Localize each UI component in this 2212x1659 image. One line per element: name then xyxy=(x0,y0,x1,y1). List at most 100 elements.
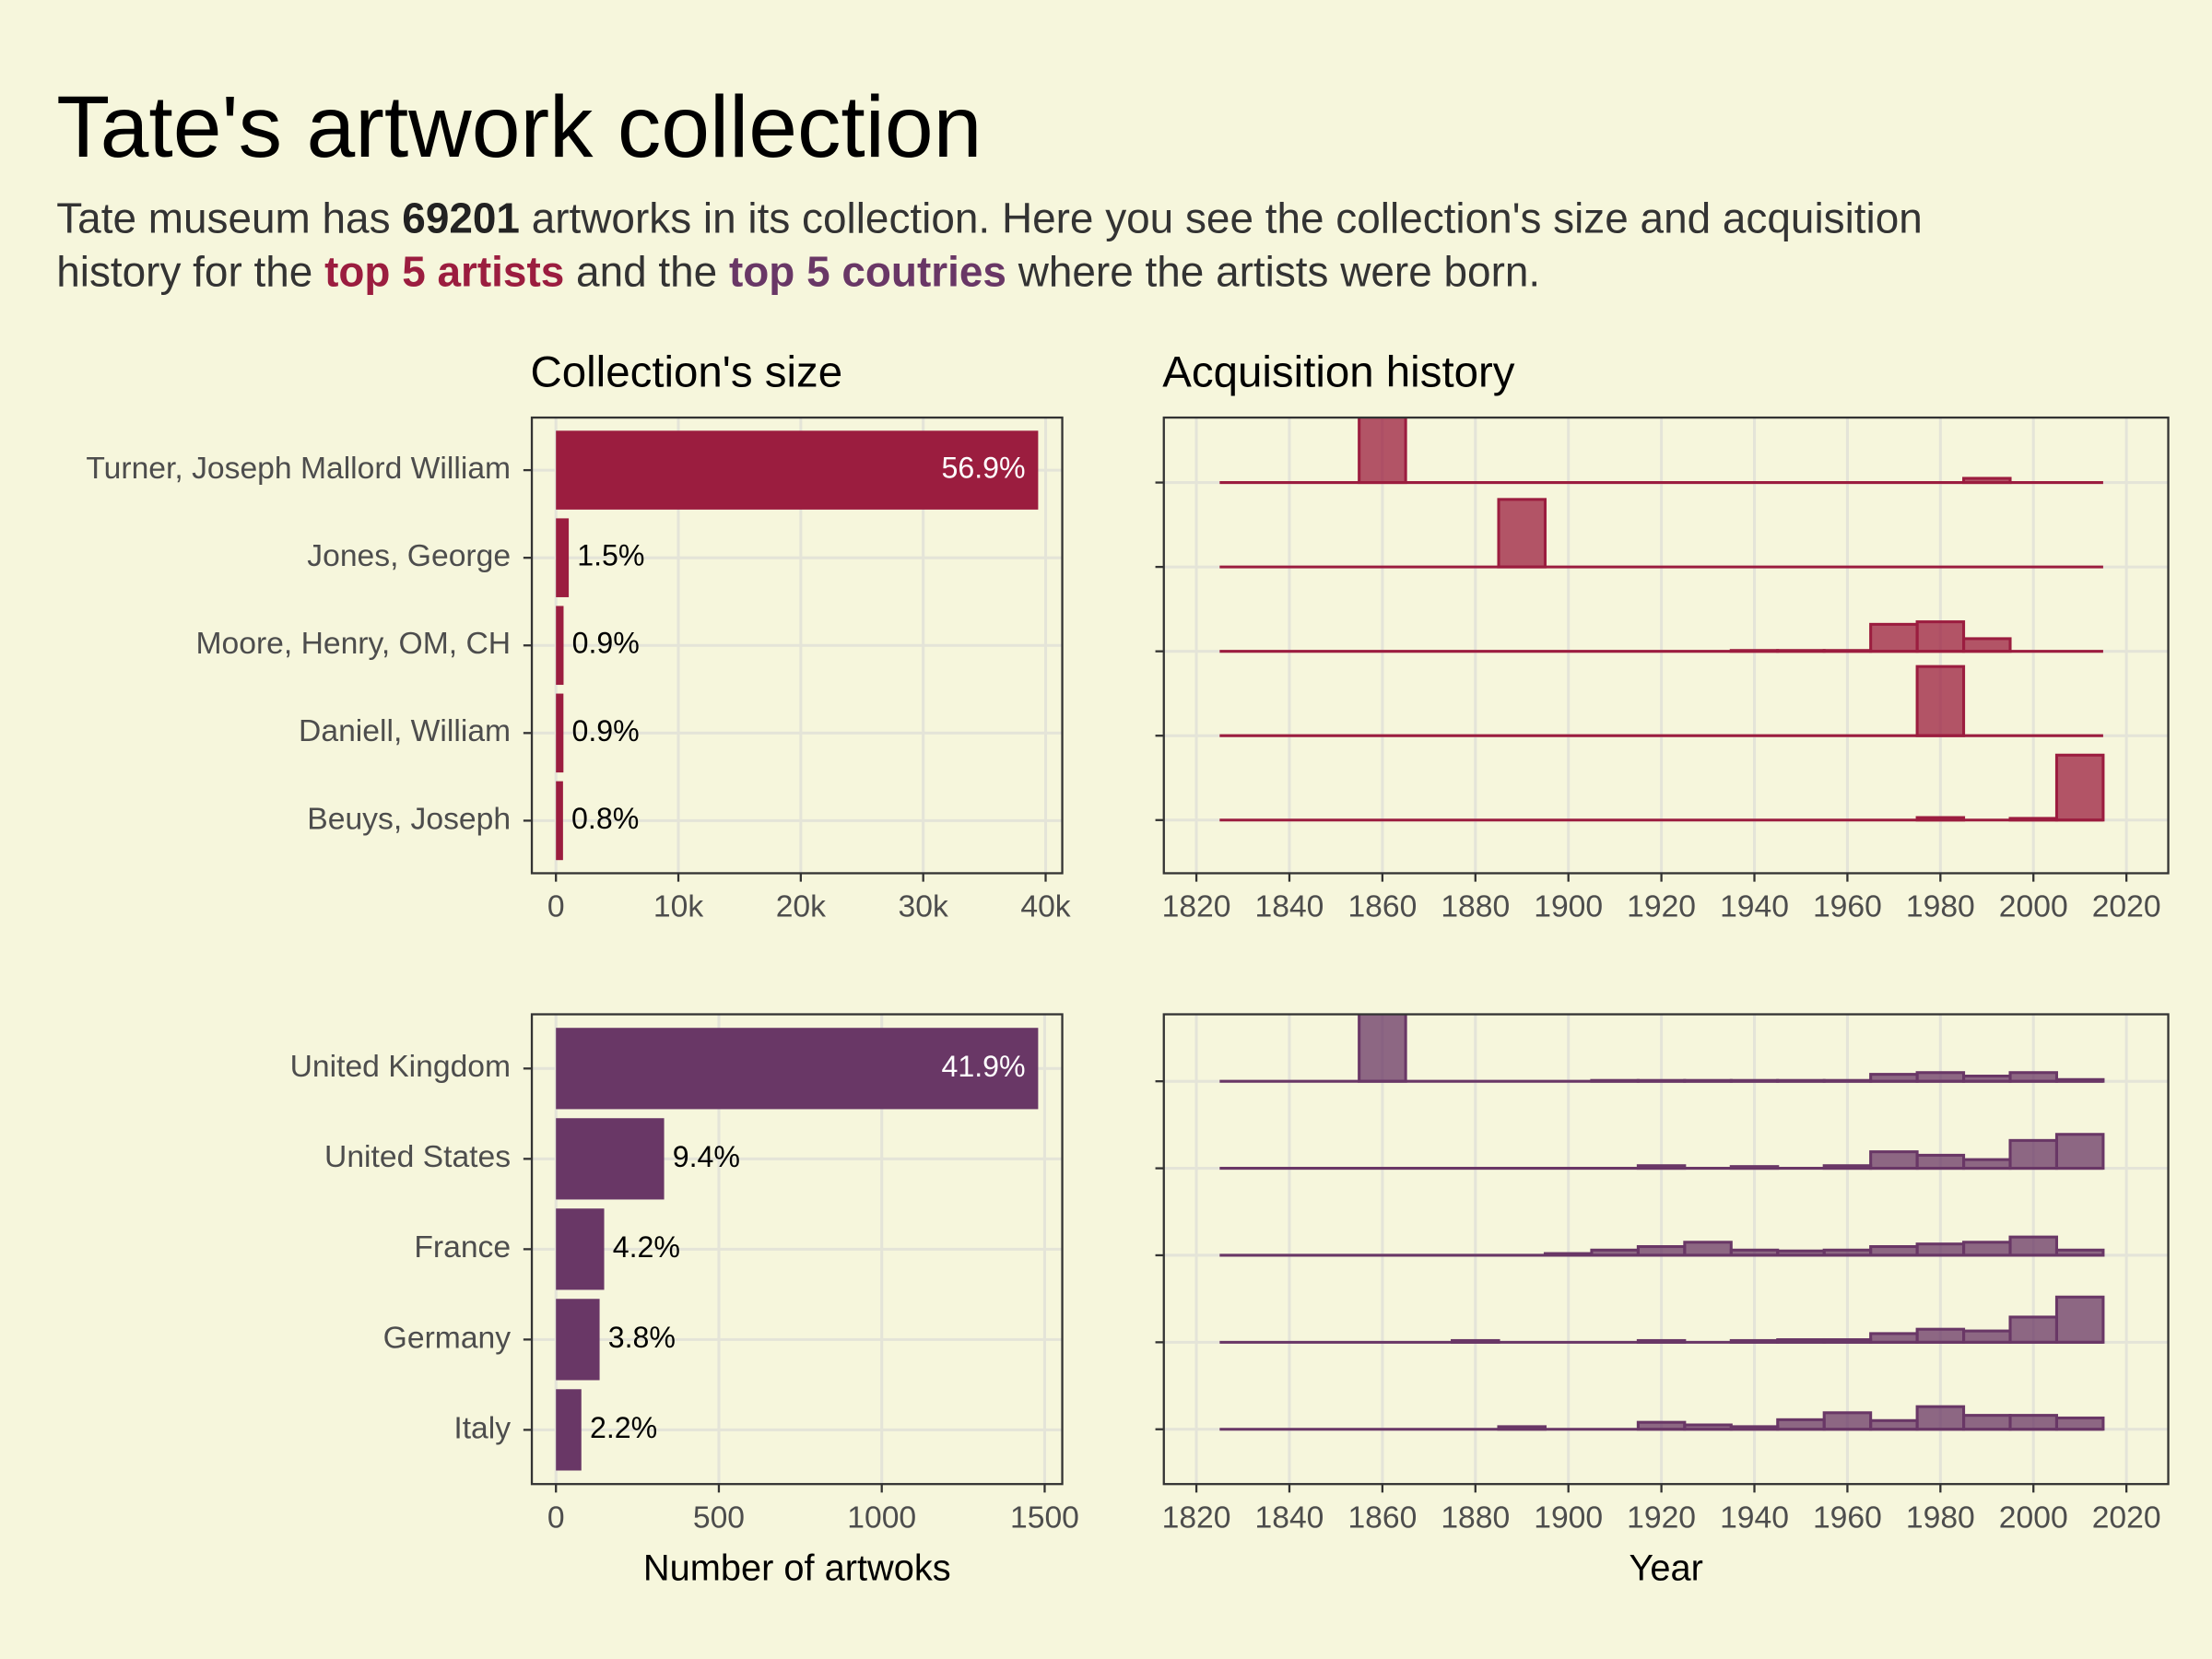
x-tick-label: 1940 xyxy=(1720,1500,1789,1535)
ridge-bin xyxy=(1729,1078,1780,1083)
x-tick-label: 1960 xyxy=(1813,890,1882,924)
ridge-bin xyxy=(1776,1418,1826,1431)
ridge-bin xyxy=(1729,649,1780,653)
ridge-bin xyxy=(1915,1153,1966,1171)
ridge-bin xyxy=(1915,816,1966,822)
subtitle-line: history for the top 5 artists and the to… xyxy=(56,248,1540,296)
bar xyxy=(556,1389,582,1471)
ridge-bin xyxy=(2054,1416,2105,1431)
x-tick-label: 1500 xyxy=(1010,1500,1079,1535)
x-tick-label: 1860 xyxy=(1347,890,1417,924)
value-label: 0.9% xyxy=(572,714,640,747)
x-tick-label: 20k xyxy=(776,890,826,924)
value-label: 9.4% xyxy=(673,1140,740,1173)
y-tick-label: Daniell, William xyxy=(299,714,511,748)
subtitle-segment: top 5 coutries xyxy=(729,248,1006,296)
x-tick-label: 1960 xyxy=(1813,1500,1882,1535)
x-tick-label: 10k xyxy=(653,890,703,924)
ridge-bin xyxy=(1822,1164,1873,1171)
subtitle-segment: where the artists were born. xyxy=(1006,248,1540,296)
ridge-bin xyxy=(1683,1078,1733,1083)
bar xyxy=(556,1118,665,1200)
value-label: 56.9% xyxy=(942,452,1026,485)
bar xyxy=(556,1208,605,1290)
ridge-bin xyxy=(1683,1241,1733,1257)
ridge-bin xyxy=(1962,1329,2012,1344)
ridge-bin xyxy=(1869,1073,1919,1083)
ridge-bin xyxy=(1822,649,1873,653)
y-tick-label: Italy xyxy=(453,1411,511,1445)
x-tick-label: 1860 xyxy=(1347,1500,1417,1535)
x-tick-label: 1980 xyxy=(1906,890,1975,924)
subtitle-segment: history for the xyxy=(56,248,324,296)
ridge-bin xyxy=(2008,1315,2058,1344)
ridge-bin xyxy=(2054,1133,2105,1171)
subtitle-segment: 69201 xyxy=(402,194,520,242)
ridge-bin xyxy=(1962,1414,2012,1431)
subtitle-line: Tate museum has 69201 artworks in its co… xyxy=(56,194,1923,242)
ridge-bin xyxy=(1776,1249,1826,1257)
ridge-bin xyxy=(1636,1078,1687,1083)
x-tick-label: 1920 xyxy=(1627,890,1696,924)
x-axis-label: Number of artwoks xyxy=(643,1547,951,1588)
ridge-bin xyxy=(1869,1418,1919,1431)
subtitle-segment: top 5 artists xyxy=(324,248,564,296)
ridge-bin xyxy=(1729,1425,1780,1431)
ridge-bin xyxy=(1915,620,1966,653)
ridge-bin xyxy=(1962,637,2012,653)
ridge-bin xyxy=(1776,1078,1826,1083)
ridge-bin xyxy=(1915,1405,1966,1431)
ridge-bin xyxy=(1590,1078,1640,1083)
panel-background xyxy=(1163,418,2169,874)
ridge-bin xyxy=(1590,1248,1640,1257)
ridge-bin xyxy=(1358,418,1407,485)
ridge-bin xyxy=(1962,1241,2012,1257)
ridge-bin xyxy=(2008,1138,2058,1171)
ridge-bin xyxy=(1636,1338,1687,1344)
subtitle-segment: artworks in its collection. Here you see… xyxy=(520,194,1923,242)
x-tick-label: 1940 xyxy=(1720,890,1789,924)
x-tick-label: 1980 xyxy=(1906,1500,1975,1535)
x-tick-label: 1820 xyxy=(1162,1500,1231,1535)
x-tick-label: 1000 xyxy=(847,1500,916,1535)
x-tick-label: 2020 xyxy=(2092,1500,2161,1535)
ridge-bin xyxy=(2008,1071,2058,1083)
page-title: Tate's artwork collection xyxy=(56,78,982,176)
panel-border xyxy=(1162,1013,2170,1486)
x-tick-label: 1880 xyxy=(1441,1500,1510,1535)
x-tick-label: 1840 xyxy=(1255,1500,1324,1535)
ridge-bin xyxy=(1962,1158,2012,1171)
ridge-bin xyxy=(1822,1411,1873,1431)
ridge-bin xyxy=(2008,1414,2058,1431)
panel-border xyxy=(530,1013,1064,1486)
ridge-bin xyxy=(1869,1244,1919,1257)
bar xyxy=(556,693,564,773)
value-label: 1.5% xyxy=(577,539,644,572)
ridge-bin xyxy=(1869,1332,1919,1344)
ridge-bin xyxy=(1729,1248,1780,1257)
ridge-bin xyxy=(1636,1244,1687,1257)
ridge-bin xyxy=(1915,1071,1966,1083)
y-tick-label: United Kingdom xyxy=(290,1050,511,1084)
value-label: 41.9% xyxy=(942,1050,1026,1083)
ridge-bin xyxy=(1915,665,1966,737)
x-tick-label: 1900 xyxy=(1534,1500,1603,1535)
x-axis-label: Year xyxy=(1629,1547,1702,1588)
y-tick-label: Turner, Joseph Mallord William xyxy=(86,452,511,486)
ridge-bin xyxy=(1776,1337,1826,1344)
ridge-bin xyxy=(1776,649,1826,653)
x-tick-label: 2000 xyxy=(1999,890,2068,924)
ridge-bin xyxy=(1636,1164,1687,1171)
ridge-bin xyxy=(1822,1078,1873,1083)
y-tick-label: Germany xyxy=(383,1321,512,1355)
ridge-bin xyxy=(1822,1337,1873,1344)
ridge-bin xyxy=(2008,1235,2058,1257)
y-tick-label: United States xyxy=(324,1140,511,1174)
x-tick-label: 500 xyxy=(693,1500,745,1535)
ridge-bin xyxy=(1915,1242,1966,1257)
x-tick-label: 1900 xyxy=(1534,890,1603,924)
bar xyxy=(556,606,564,686)
x-tick-label: 0 xyxy=(547,890,565,924)
x-tick-label: 40k xyxy=(1020,890,1070,924)
x-tick-label: 2020 xyxy=(2092,890,2161,924)
